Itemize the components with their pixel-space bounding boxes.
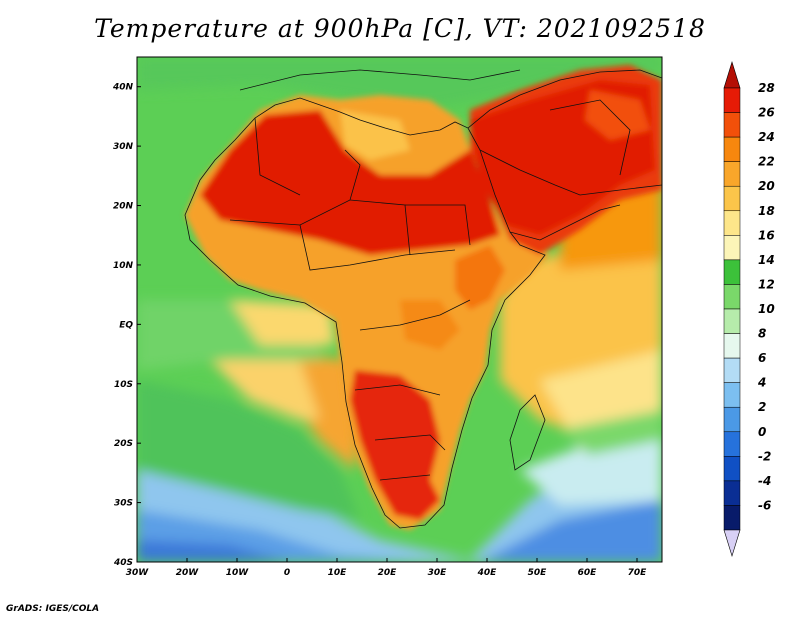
- colorbar-label: 20: [758, 179, 775, 193]
- colorbar-swatch: [723, 357, 741, 383]
- temperature-field: [137, 57, 662, 562]
- colorbar-label: 16: [758, 228, 775, 242]
- colorbar-swatch: [723, 382, 741, 408]
- colorbar-label: 8: [758, 327, 766, 341]
- colorbar-label: 24: [758, 130, 775, 144]
- colorbar-swatch: [723, 308, 741, 334]
- colorbar-swatch: [723, 406, 741, 433]
- colorbar-swatch: [723, 259, 741, 285]
- lon-label: 10W: [226, 568, 250, 578]
- colorbar-swatch: [723, 505, 741, 531]
- colorbar-label: 10: [758, 302, 775, 316]
- colorbar-label: 2: [758, 400, 766, 414]
- lat-label: 30S: [114, 499, 133, 509]
- colorbar-label: 26: [758, 106, 775, 120]
- latitude-labels: 40N 30N 20N 10N EQ 10S 20S 30S 40S: [112, 83, 134, 568]
- colorbar-label: 0: [758, 425, 766, 439]
- lat-label: 10S: [114, 380, 133, 390]
- colorbar-label: -6: [758, 498, 771, 512]
- lon-label: 40E: [477, 568, 498, 578]
- lon-label: 30W: [126, 568, 150, 578]
- colorbar-swatch: [723, 112, 741, 138]
- lat-label: EQ: [119, 320, 133, 330]
- lat-label: 20N: [113, 202, 134, 212]
- lat-label: 40N: [112, 83, 134, 93]
- lon-label: 10E: [328, 568, 348, 578]
- lon-label: 20W: [176, 568, 200, 578]
- colorbar-swatch: [723, 456, 741, 482]
- colorbar-label: 28: [758, 81, 775, 95]
- colorbar-swatch: [723, 161, 741, 187]
- colorbar-swatch: [723, 87, 741, 113]
- axis-ticks: [136, 86, 638, 563]
- coastline: [184, 69, 662, 529]
- colorbar-swatch: [723, 480, 741, 506]
- colorbar-label: 22: [758, 155, 775, 169]
- plot-frame: [136, 56, 663, 563]
- colorbar-label: -4: [758, 474, 771, 488]
- lat-label: 40S: [113, 558, 133, 568]
- map-title: Temperature at 900hPa [C], VT: 202109251…: [94, 14, 706, 43]
- grads-credit: GrADS: IGES/COLA: [6, 604, 100, 614]
- colorbar-swatch: [723, 210, 741, 236]
- lat-label: 30N: [113, 142, 134, 152]
- lon-label: 30E: [428, 568, 448, 578]
- lon-label: 50E: [528, 568, 548, 578]
- lat-label: 10N: [113, 261, 134, 271]
- colorbar-swatch: [723, 235, 741, 261]
- colorbar-top-arrow: [723, 60, 741, 89]
- lon-label: 60E: [578, 568, 598, 578]
- colorbar-label: 4: [757, 376, 766, 390]
- lon-label: 0: [284, 568, 290, 578]
- colorbar-label: -2: [758, 449, 771, 463]
- colorbar-label: 14: [758, 253, 775, 267]
- lat-label: 20S: [114, 439, 133, 449]
- colorbar-swatch: [723, 431, 741, 457]
- colorbar-label: 12: [758, 277, 775, 291]
- longitude-labels: 30W 20W 10W 0 10E 20E 30E 40E 50E 60E 70E: [126, 568, 647, 578]
- lon-label: 20E: [378, 568, 398, 578]
- colorbar-bottom-arrow: [723, 529, 741, 558]
- colorbar-swatch: [723, 185, 741, 212]
- colorbar-label: 18: [758, 204, 775, 218]
- lon-label: 70E: [628, 568, 648, 578]
- colorbar-swatch: [723, 333, 741, 359]
- colorbar-label: 6: [758, 351, 766, 365]
- colorbar-swatch: [723, 136, 741, 162]
- colorbar-swatch: [723, 284, 741, 310]
